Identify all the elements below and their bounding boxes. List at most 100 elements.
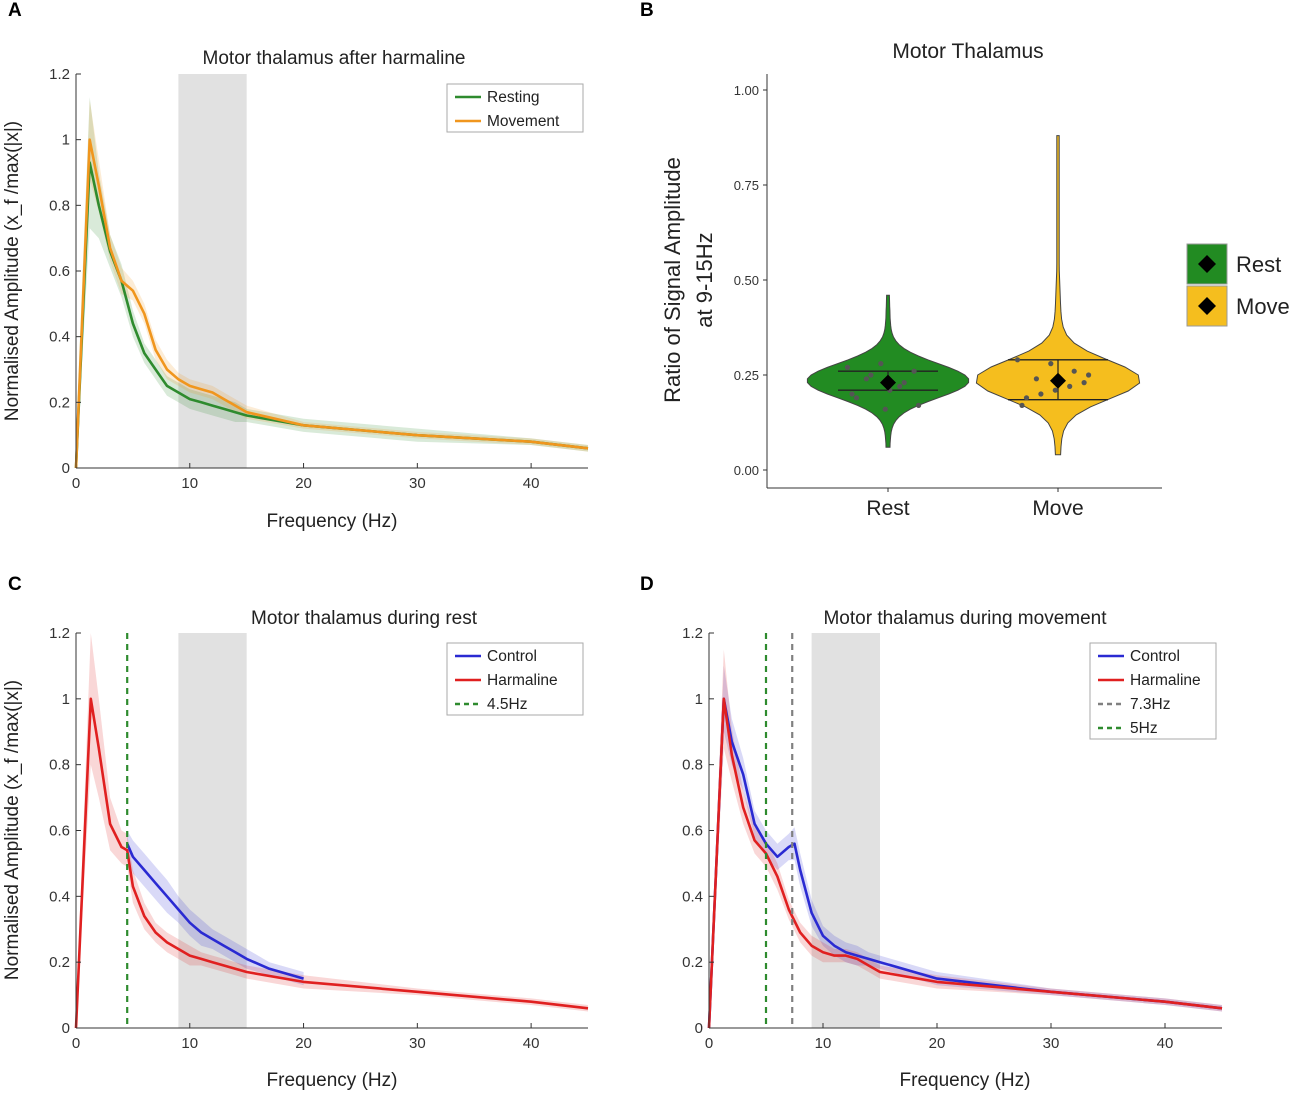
y-tick-label: 1	[62, 132, 70, 149]
legend-diamond-rest	[1198, 255, 1216, 273]
y-tick-label: 0.2	[49, 394, 70, 411]
data-point-move	[1038, 391, 1044, 397]
x-tick-label: 20	[295, 1035, 312, 1052]
panel-d: 0 10 20 30 40 0 0.2 0.4 0.6 0.8 1 1.2 Motor thalamus…	[682, 608, 1223, 1091]
y-tick-label: 0.2	[49, 954, 70, 971]
legend-label-7-3hz: 7.3Hz	[1130, 696, 1171, 713]
mean-marker-move	[1050, 372, 1066, 389]
legend-label-harmaline: Harmaline	[487, 672, 558, 689]
data-point-move	[1052, 387, 1058, 393]
y-tick-label: 1.2	[49, 625, 70, 642]
y-tick-label: 0.75	[734, 178, 759, 193]
y-tick-label: 0.4	[682, 888, 703, 905]
error-band-movement	[76, 100, 588, 469]
y-axis-label-line-1: Ratio of Signal Amplitude	[660, 157, 685, 403]
x-tick-label: 0	[705, 1035, 713, 1052]
series-line-harmaline	[707, 697, 1223, 1029]
y-tick-label: 0.8	[49, 197, 70, 214]
data-point-rest	[849, 391, 855, 397]
data-point-move	[1014, 357, 1021, 363]
y-tick-label: 0.8	[682, 757, 703, 774]
data-point-rest	[844, 364, 851, 370]
legend-label-control: Control	[487, 648, 537, 665]
x-axis-label: Frequency (Hz)	[267, 1070, 398, 1091]
x-axis-label: Frequency (Hz)	[267, 511, 398, 532]
legend-label-move: Move	[1236, 294, 1290, 319]
y-tick-label: 1.2	[49, 66, 70, 83]
x-tick-label: 40	[1157, 1035, 1174, 1052]
x-tick-label: 20	[295, 475, 312, 492]
series-line-harmaline	[74, 697, 589, 1029]
data-point-move	[1033, 376, 1039, 382]
legend-label-rest: Rest	[1236, 252, 1281, 277]
frequency-band-shade	[811, 633, 880, 1028]
panel-a: 0 10 20 30 40 0 0.2 0.4 0.6 0.8 1 1.2 Motor thalamus…	[2, 48, 589, 532]
x-tick-label-rest: Rest	[866, 497, 909, 520]
panel-label-b: B	[640, 0, 654, 21]
data-point-move	[1019, 402, 1025, 408]
frequency-band-shade	[178, 74, 247, 468]
legend-box	[446, 83, 584, 133]
y-tick-label: 0.4	[49, 888, 70, 905]
legend-label-resting: Resting	[487, 89, 540, 106]
series-line-movement	[74, 138, 589, 469]
x-axis-label: Frequency (Hz)	[900, 1070, 1031, 1091]
y-tick-label: 0.8	[49, 757, 70, 774]
panel-label-d: D	[640, 574, 654, 595]
x-tick-label: 10	[181, 475, 198, 492]
legend-diamond-move	[1198, 297, 1216, 315]
x-tick-label: 0	[72, 1035, 80, 1052]
data-point-move	[1071, 368, 1077, 374]
legend-label-5hz: 5Hz	[1130, 720, 1158, 737]
y-tick-label: 0	[62, 460, 70, 477]
y-tick-label: 0.00	[734, 463, 759, 478]
violin-move	[975, 135, 1141, 456]
chart-title: Motor thalamus after harmaline	[203, 48, 466, 69]
data-point-rest	[863, 376, 870, 382]
y-tick-label: 1.00	[734, 83, 759, 98]
y-tick-label: 0.25	[734, 368, 759, 383]
data-point-rest	[878, 361, 884, 367]
data-point-rest	[911, 368, 917, 374]
legend-label-harmaline: Harmaline	[1130, 672, 1201, 689]
panel-label-a: A	[8, 0, 22, 21]
y-tick-label: 1	[62, 691, 70, 708]
y-tick-label: 0.6	[49, 823, 70, 840]
error-band-resting	[76, 97, 588, 468]
y-axis-label: Normalised Amplitude (x_f /max(|x|)	[2, 121, 23, 421]
y-axis-label: Normalised Amplitude (x_f /max(|x|)	[2, 680, 23, 980]
y-tick-label: 0.2	[682, 954, 703, 971]
data-point-move	[1067, 383, 1073, 389]
data-point-rest	[901, 380, 907, 386]
y-tick-label: 0.50	[734, 273, 759, 288]
legend-label-movement: Movement	[487, 113, 560, 130]
data-point-move	[1086, 372, 1092, 378]
chart-title: Motor thalamus during rest	[251, 608, 478, 629]
series-line-control	[126, 843, 304, 980]
y-tick-label: 0	[62, 1020, 70, 1037]
panel-c: 0 10 20 30 40 0 0.2 0.4 0.6 0.8 1 1.2 Motor thalamus…	[2, 608, 589, 1091]
data-point-rest	[853, 395, 860, 401]
x-tick-label-move: Move	[1032, 497, 1083, 520]
mean-marker-rest	[880, 374, 896, 391]
x-tick-label: 10	[181, 1035, 198, 1052]
data-point-rest	[868, 372, 874, 378]
legend-label-4-5hz: 4.5Hz	[487, 696, 528, 713]
error-band-control	[127, 830, 304, 986]
x-tick-label: 20	[929, 1035, 946, 1052]
legend-label-control: Control	[1130, 648, 1180, 665]
data-point-move	[1081, 380, 1087, 386]
y-tick-label: 0.6	[682, 823, 703, 840]
y-tick-label: 0.4	[49, 329, 70, 346]
legend-swatch-rest	[1186, 243, 1228, 285]
panel-label-c: C	[8, 574, 22, 595]
x-tick-label: 40	[523, 475, 540, 492]
y-tick-label: 0	[695, 1020, 703, 1037]
panel-b: 0.00 0.25 0.50 0.75 1.00 Rest Move Motor Thalam…	[660, 40, 1290, 520]
chart-title: Motor thalamus during movement	[823, 608, 1107, 629]
x-tick-label: 0	[72, 475, 80, 492]
y-axis-label-line-2: at 9-15Hz	[692, 232, 717, 327]
x-tick-label: 10	[815, 1035, 832, 1052]
error-band-control	[709, 665, 1222, 1028]
